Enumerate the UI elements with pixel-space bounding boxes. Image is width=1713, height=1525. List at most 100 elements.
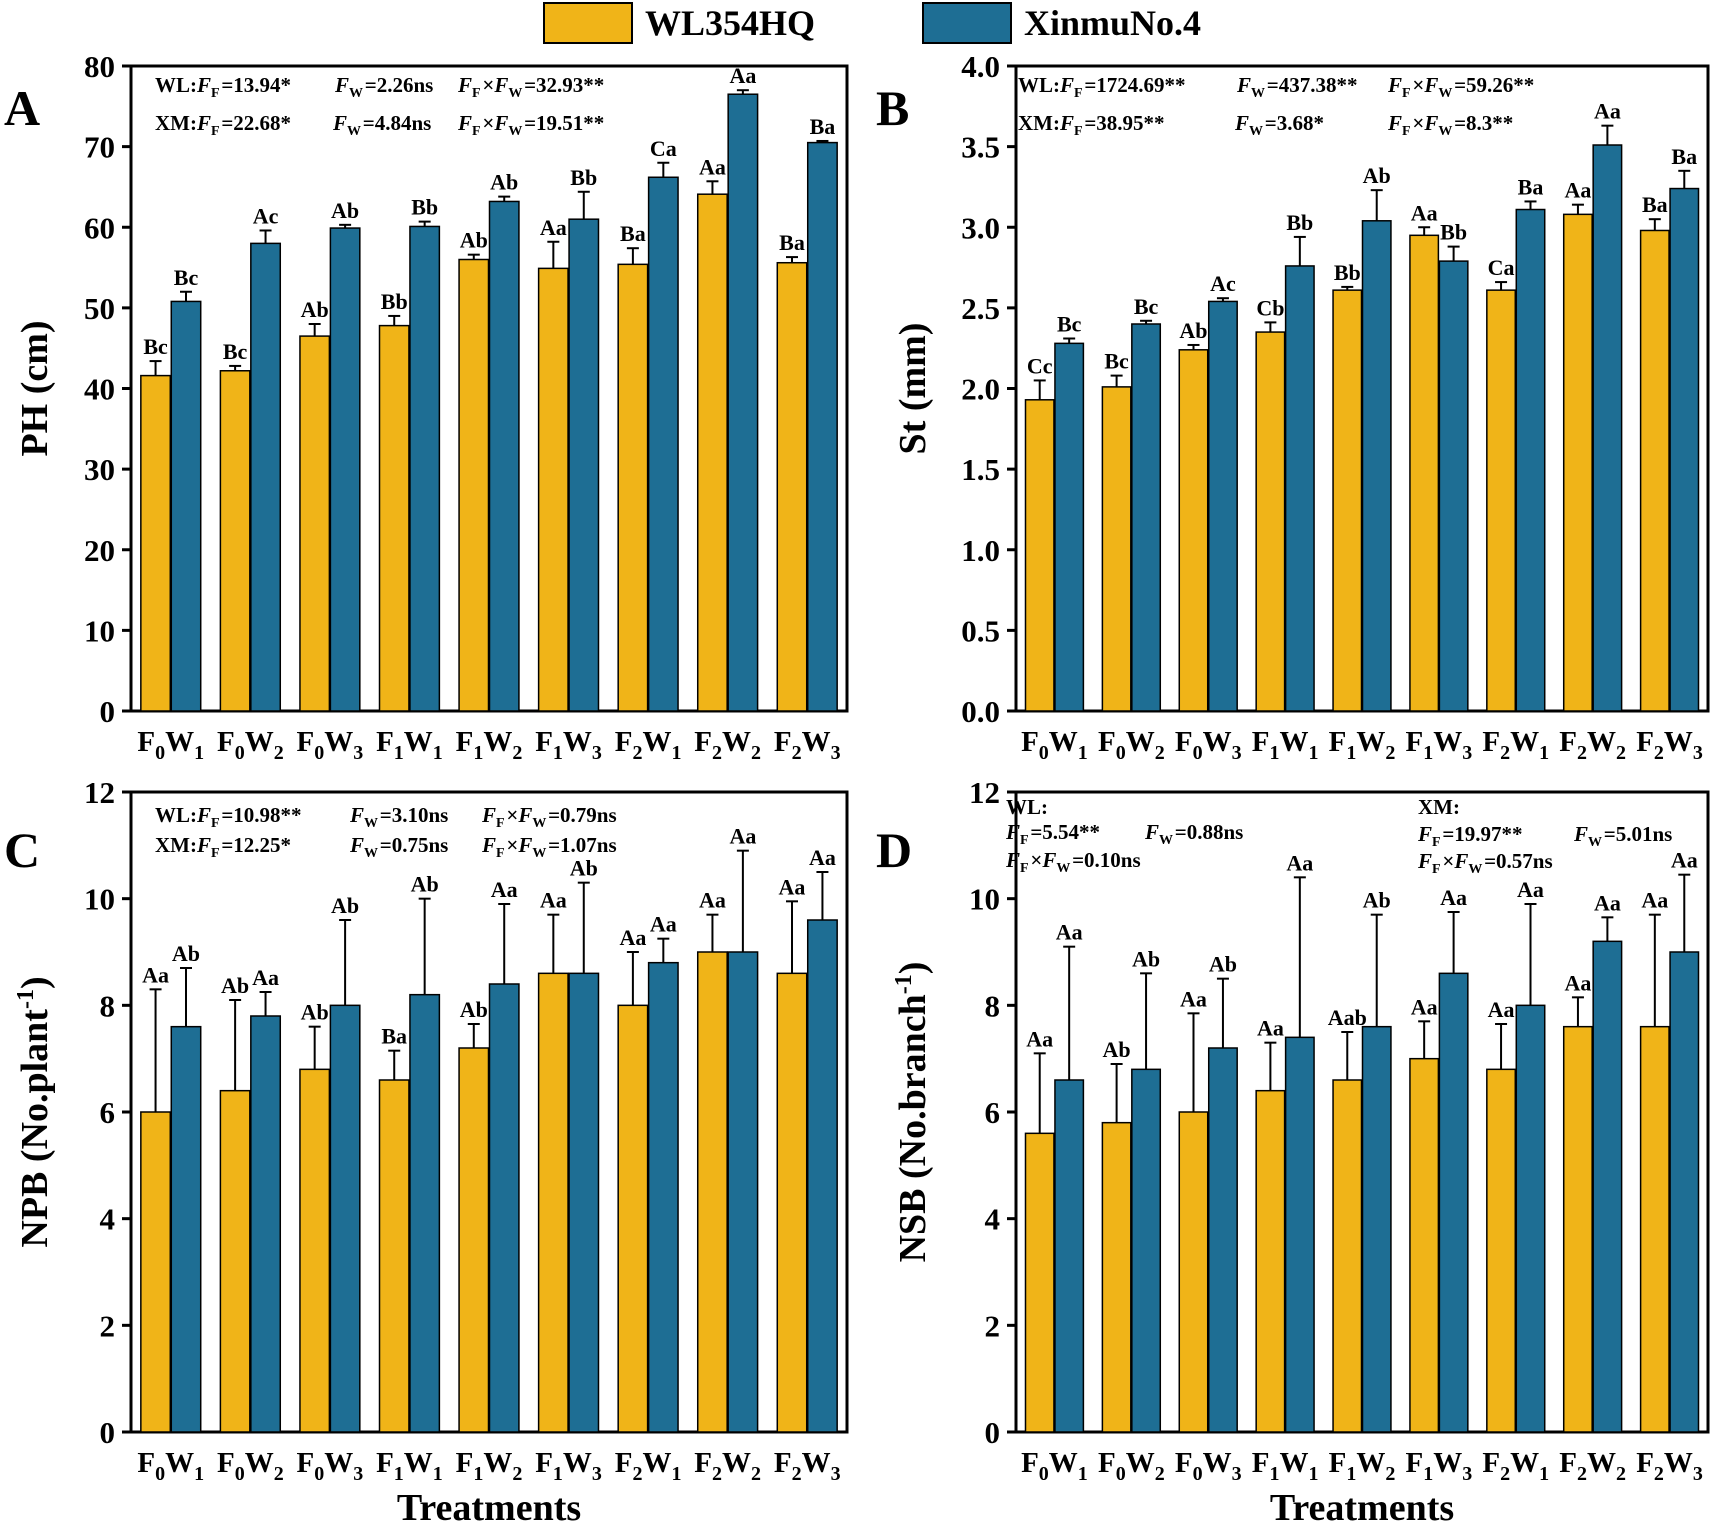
bar-xinmuno4 [647, 176, 679, 712]
x-tick-label: F1W2 [456, 1447, 523, 1485]
annotation-anova: FF ×FW =0.57ns [1417, 849, 1553, 877]
significance-label: Aa [729, 824, 756, 849]
significance-label: Aa [1488, 997, 1515, 1022]
x-tick-label: F2W3 [774, 1447, 841, 1485]
significance-label: Ba [620, 221, 646, 246]
annotation-anova: XM: [1418, 795, 1460, 819]
annotation-anova: FF =5.54** [1005, 820, 1100, 848]
annotation-anova: XM:FF =38.95** [1018, 111, 1165, 139]
significance-label: Ba [810, 114, 836, 139]
legend-swatch-wl354hq [543, 2, 633, 44]
bar-xinmuno4 [170, 1025, 202, 1433]
bar-xinmuno4 [409, 225, 441, 712]
bar-xinmuno4 [1592, 144, 1623, 712]
bar-wl354hq [1332, 1079, 1363, 1433]
significance-label: Aa [619, 925, 646, 950]
bar-wl354hq [378, 1079, 410, 1433]
significance-label: Ab [1363, 888, 1391, 913]
significance-label: Ab [1363, 163, 1391, 188]
y-axis-label: NSB (No.branch-1) [891, 962, 934, 1263]
significance-label: Ab [301, 1000, 329, 1025]
significance-label: Bc [174, 265, 199, 290]
significance-label: Aa [1411, 994, 1438, 1019]
x-tick-label: F1W1 [1252, 1447, 1319, 1485]
significance-label: Ab [1132, 946, 1160, 971]
annotation-anova: FF ×FW =0.10ns [1005, 848, 1141, 876]
y-tick-label: 2 [985, 1308, 1001, 1343]
x-tick-label: F0W3 [297, 726, 364, 764]
significance-label: Ac [1210, 271, 1236, 296]
x-tick-label: F0W1 [137, 726, 204, 764]
y-tick-label: 10 [84, 882, 115, 917]
y-tick-label: 60 [84, 210, 115, 245]
bar-xinmuno4 [409, 993, 441, 1433]
bar-xinmuno4 [250, 1015, 282, 1433]
significance-label: Aa [1180, 986, 1207, 1011]
x-tick-label: F2W1 [615, 726, 682, 764]
bar-xinmuno4 [727, 93, 759, 712]
bar-xinmuno4 [1284, 1036, 1315, 1433]
significance-label: Aa [809, 845, 836, 870]
x-tick-label: F2W3 [1636, 726, 1703, 764]
panel-letter: C [4, 822, 40, 878]
y-tick-label: 2 [100, 1308, 116, 1343]
bar-wl354hq [1409, 1057, 1440, 1433]
significance-label: Aa [699, 888, 726, 913]
bar-wl354hq [617, 263, 649, 712]
panel-letter: A [4, 80, 40, 136]
significance-label: Bc [223, 339, 248, 364]
significance-label: Bb [411, 195, 438, 220]
significance-label: Aa [1671, 848, 1698, 873]
bar-xinmuno4 [1054, 1079, 1085, 1433]
y-tick-label: 8 [985, 988, 1001, 1023]
y-tick-label: 70 [84, 130, 115, 165]
significance-label: Bc [1134, 294, 1159, 319]
x-axis-label: Treatments [397, 1487, 581, 1525]
significance-label: Bb [1334, 260, 1361, 285]
x-tick-label: F1W3 [535, 1447, 602, 1485]
significance-label: Ba [1518, 174, 1544, 199]
bar-xinmuno4 [806, 919, 838, 1433]
significance-label: Ca [650, 136, 677, 161]
bar-wl354hq [1639, 229, 1670, 712]
y-tick-label: 12 [84, 775, 115, 810]
significance-label: Aa [729, 63, 756, 88]
x-tick-label: F2W2 [694, 726, 761, 764]
bar-xinmuno4 [1515, 208, 1546, 712]
x-tick-label: F1W3 [535, 726, 602, 764]
significance-label: Aa [1564, 970, 1591, 995]
x-tick-label: F1W3 [1406, 1447, 1473, 1485]
annotation-anova: FW =0.75ns [349, 833, 448, 861]
bar-wl354hq [1409, 234, 1440, 712]
significance-label: Ab [1103, 1037, 1131, 1062]
panel-letter: B [876, 80, 909, 136]
y-tick-label: 10 [969, 882, 1000, 917]
bar-wl354hq [1178, 349, 1209, 712]
annotation-anova: XM:FF =12.25* [155, 833, 291, 861]
significance-label: Ab [301, 297, 329, 322]
bar-xinmuno4 [1207, 1047, 1238, 1433]
y-tick-label: 40 [84, 372, 115, 407]
bar-wl354hq [696, 951, 728, 1433]
x-tick-label: F2W3 [774, 726, 841, 764]
x-tick-label: F0W2 [217, 726, 284, 764]
y-tick-label: 0.0 [961, 694, 1000, 729]
significance-label: Aa [1641, 888, 1668, 913]
significance-label: Aa [1564, 178, 1591, 203]
significance-label: Aab [1328, 1005, 1367, 1030]
bar-wl354hq [1255, 331, 1286, 712]
bar-xinmuno4 [1669, 187, 1700, 712]
significance-label: Ab [490, 170, 518, 195]
bar-wl354hq [1562, 1025, 1593, 1433]
significance-label: Ab [172, 941, 200, 966]
x-tick-label: F1W1 [376, 726, 443, 764]
y-tick-label: 10 [84, 613, 115, 648]
y-tick-label: 80 [84, 49, 115, 84]
y-tick-label: 2.0 [961, 372, 1000, 407]
significance-label: Ba [779, 230, 805, 255]
significance-label: Bb [1286, 210, 1313, 235]
significance-label: Ab [1209, 952, 1237, 977]
bar-wl354hq [299, 335, 331, 712]
